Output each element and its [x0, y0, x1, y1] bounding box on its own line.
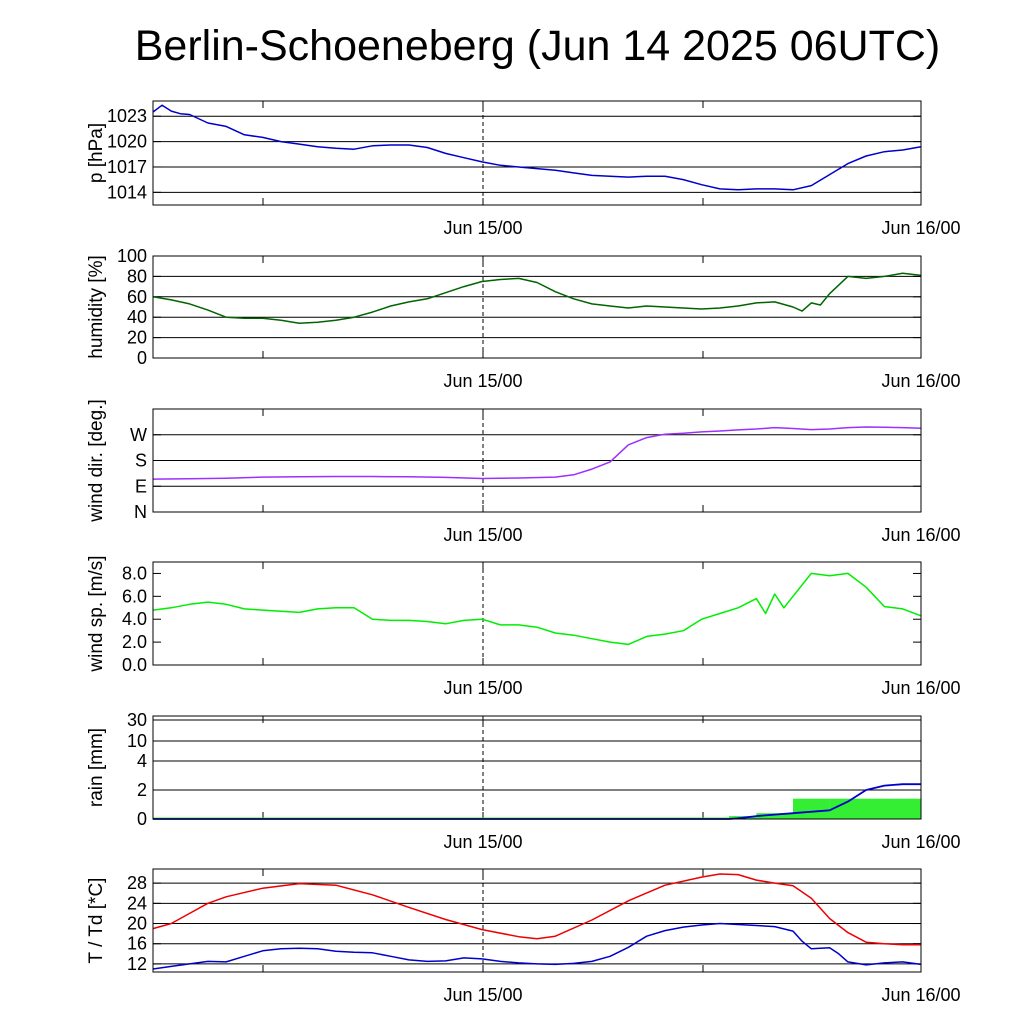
- y-tick-label: 30: [127, 710, 147, 730]
- x-tick-label: Jun 15/00: [443, 678, 522, 698]
- y-tick-label: W: [130, 425, 147, 445]
- plot-frame: [152, 868, 922, 973]
- series-line: [152, 572, 922, 646]
- x-tick-label: Jun 16/00: [881, 371, 960, 391]
- y-tick-label: 1020: [107, 132, 147, 152]
- y-axis-label: T / Td [*C]: [86, 878, 107, 964]
- y-tick-label: 0: [137, 809, 147, 829]
- y-tick-label: 1017: [107, 157, 147, 177]
- y-tick-label: 4.0: [122, 609, 147, 629]
- y-tick-label: 1023: [107, 106, 147, 126]
- panel-4: 0.0 2.0 4.0 6.0 8.0 wind sp. [m/s] Jun 15/00 Ju…: [86, 555, 961, 698]
- y-tick-label: 2: [137, 780, 147, 800]
- x-tick-label: Jun 16/00: [881, 525, 960, 545]
- x-tick-label: Jun 16/00: [881, 678, 960, 698]
- x-tick-label: Jun 15/00: [443, 525, 522, 545]
- chart-title: Berlin-Schoeneberg (Jun 14 2025 06UTC): [134, 22, 941, 70]
- series-line: [152, 426, 922, 480]
- rain-bar: [829, 798, 921, 819]
- y-tick-label: 20: [127, 328, 147, 348]
- y-axis-label: humidity [%]: [86, 255, 107, 358]
- y-tick-label: 4: [137, 751, 147, 771]
- y-tick-label: 10: [127, 731, 147, 751]
- y-tick-label: 1014: [107, 182, 147, 202]
- plot-frame: [152, 255, 922, 359]
- x-tick-label: Jun 16/00: [881, 218, 960, 238]
- y-tick-label: 40: [127, 307, 147, 327]
- y-tick-label: 8.0: [122, 563, 147, 583]
- y-tick-label: 80: [127, 266, 147, 286]
- series-line: [152, 104, 922, 191]
- y-tick-label: 100: [117, 246, 147, 266]
- series-line-td: [152, 922, 922, 970]
- y-axis-label: wind dir. [deg.]: [86, 399, 107, 523]
- x-tick-label: Jun 16/00: [881, 832, 960, 852]
- x-tick-label: Jun 15/00: [443, 832, 522, 852]
- y-tick-label: 0: [137, 348, 147, 368]
- y-tick-label: 6.0: [122, 586, 147, 606]
- x-tick-label: Jun 16/00: [881, 985, 960, 1005]
- series-line: [152, 272, 922, 325]
- x-tick-label: Jun 15/00: [443, 218, 522, 238]
- y-tick-label: E: [135, 476, 147, 496]
- y-tick-label: 24: [127, 893, 147, 913]
- rain-bar: [756, 813, 793, 819]
- y-tick-label: 0.0: [122, 655, 147, 675]
- y-tick-label: 16: [127, 934, 147, 954]
- y-tick-label: 28: [127, 873, 147, 893]
- x-tick-label: Jun 15/00: [443, 371, 522, 391]
- plot-frame: [152, 715, 922, 820]
- y-tick-label: N: [134, 502, 147, 522]
- y-tick-label: 2.0: [122, 632, 147, 652]
- y-axis-label: rain [mm]: [86, 728, 107, 807]
- series-line-t: [152, 873, 921, 946]
- y-tick-label: 20: [127, 914, 147, 934]
- rain-bar: [793, 798, 830, 819]
- y-tick-label: 12: [127, 954, 147, 974]
- plot-frame: [152, 408, 922, 513]
- y-tick-label: 60: [127, 287, 147, 307]
- y-axis-label: p [hPa]: [86, 123, 107, 183]
- plot-frame: [152, 100, 922, 206]
- y-tick-label: S: [135, 451, 147, 471]
- plot-frame: [152, 561, 922, 666]
- x-tick-label: Jun 15/00: [443, 985, 522, 1005]
- y-axis-label: wind sp. [m/s]: [86, 555, 107, 672]
